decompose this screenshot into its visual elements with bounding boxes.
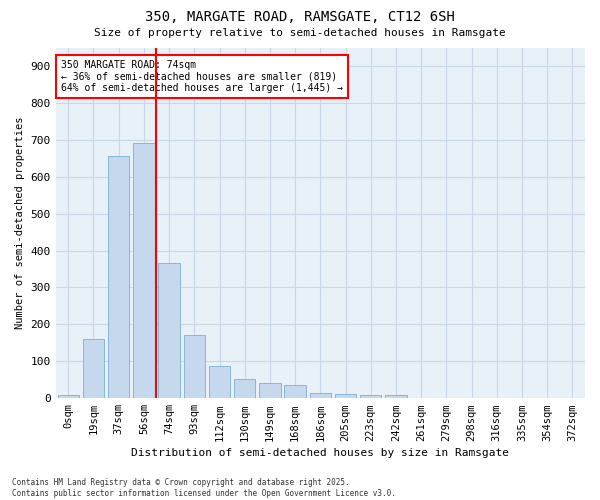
Bar: [133, 144, 155, 398]
Text: Size of property relative to semi-detached houses in Ramsgate: Size of property relative to semi-detach…: [94, 28, 506, 38]
Y-axis label: Number of semi-detached properties: Number of semi-detached properties: [15, 116, 25, 329]
Bar: [360, 394, 382, 398]
Bar: [284, 386, 306, 398]
Text: 350, MARGATE ROAD, RAMSGATE, CT12 6SH: 350, MARGATE ROAD, RAMSGATE, CT12 6SH: [145, 10, 455, 24]
Bar: [108, 156, 130, 398]
Bar: [83, 339, 104, 398]
Bar: [209, 366, 230, 398]
Text: 350 MARGATE ROAD: 74sqm
← 36% of semi-detached houses are smaller (819)
64% of s: 350 MARGATE ROAD: 74sqm ← 36% of semi-de…: [61, 60, 343, 93]
X-axis label: Distribution of semi-detached houses by size in Ramsgate: Distribution of semi-detached houses by …: [131, 448, 509, 458]
Bar: [310, 393, 331, 398]
Bar: [335, 394, 356, 398]
Text: Contains HM Land Registry data © Crown copyright and database right 2025.
Contai: Contains HM Land Registry data © Crown c…: [12, 478, 396, 498]
Bar: [385, 394, 407, 398]
Bar: [234, 379, 256, 398]
Bar: [158, 264, 180, 398]
Bar: [259, 382, 281, 398]
Bar: [58, 395, 79, 398]
Bar: [184, 336, 205, 398]
